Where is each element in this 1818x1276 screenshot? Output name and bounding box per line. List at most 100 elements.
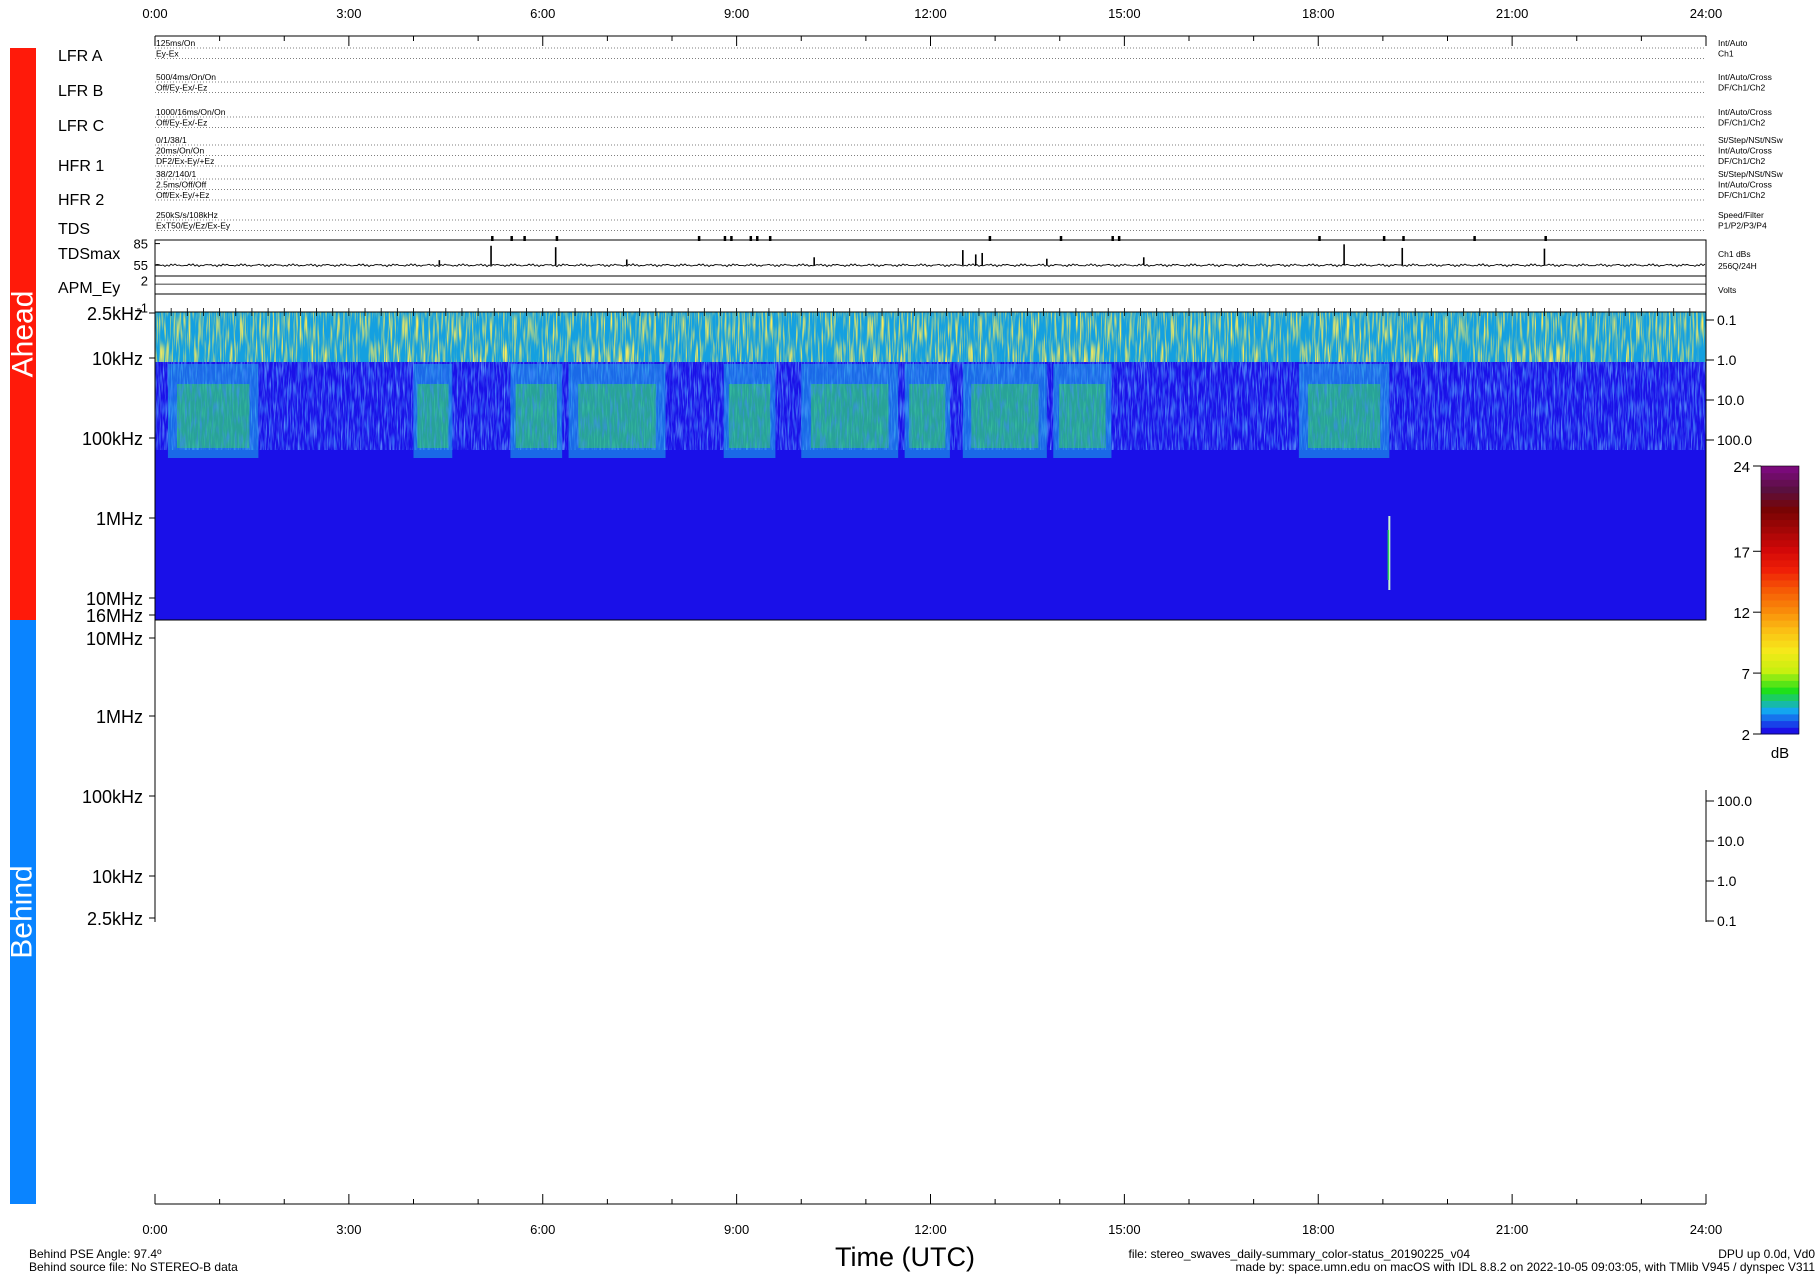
apm-right-text: Volts <box>1718 285 1736 295</box>
colorbar-segment <box>1761 479 1799 487</box>
colorbar-segment <box>1761 566 1799 574</box>
colorbar-segment <box>1761 539 1799 547</box>
tds-event-mark <box>1473 236 1476 241</box>
status-row-name: HFR 1 <box>58 158 104 175</box>
tdsmax-frame <box>154 239 1707 277</box>
ahead-freq-label: 1MHz <box>96 509 143 529</box>
status-right-text: Int/Auto/Cross <box>1718 180 1772 190</box>
tdsmax-baseline-trace <box>154 263 1706 268</box>
ahead-freq-label: 10kHz <box>92 349 143 369</box>
behind-right-label: 100.0 <box>1717 793 1752 809</box>
behind-bar: Behind <box>6 620 39 1204</box>
apm-ytick: 2 <box>141 274 148 289</box>
status-left-text: 20ms/On/On <box>156 146 204 156</box>
tdsmax-ytick: 55 <box>134 258 148 273</box>
time-tick-label: 3:00 <box>336 6 361 21</box>
time-tick-label: 21:00 <box>1496 1222 1529 1237</box>
tdsmax-ytick: 85 <box>134 237 148 252</box>
time-tick-label: 3:00 <box>336 1222 361 1237</box>
time-tick-label: 18:00 <box>1302 1222 1335 1237</box>
behind-right-label: 10.0 <box>1717 833 1744 849</box>
time-tick-label: 18:00 <box>1302 6 1335 21</box>
activity-texture <box>155 362 1706 450</box>
colorbar-segment <box>1761 713 1799 722</box>
colorbar-segment <box>1761 472 1799 480</box>
status-row-name: LFR A <box>58 48 103 65</box>
time-tick-label: 9:00 <box>724 1222 749 1237</box>
colorbar-segment <box>1761 466 1799 474</box>
behind-freq-label: 10kHz <box>92 867 143 887</box>
colorbar-segment <box>1761 499 1799 507</box>
status-right-text: Int/Auto/Cross <box>1718 72 1772 82</box>
tds-event-mark <box>749 236 753 241</box>
status-left-text: 1000/16ms/On/On <box>156 107 226 117</box>
status-row-name: HFR 2 <box>58 192 104 209</box>
colorbar-segment <box>1761 512 1799 521</box>
ahead-freq-label: 10MHz <box>86 589 143 609</box>
colorbar-segment <box>1761 553 1799 561</box>
time-tick-label: 21:00 <box>1496 6 1529 21</box>
colorbar-segment <box>1761 486 1799 494</box>
colorbar-segment <box>1761 600 1799 608</box>
tds-event-mark <box>1544 236 1547 241</box>
colorbar-segment <box>1761 620 1799 628</box>
time-tick-label: 24:00 <box>1690 6 1723 21</box>
colorbar-unit: dB <box>1771 745 1789 762</box>
ahead-right-label: 100.0 <box>1717 432 1752 448</box>
colorbar-segment <box>1761 492 1799 500</box>
behind-source-file: Behind source file: No STEREO-B data <box>29 1260 238 1274</box>
apm-name: APM_Ey <box>58 280 120 297</box>
ahead-right-label: 0.1 <box>1717 312 1737 328</box>
behind-freq-label: 2.5kHz <box>87 909 143 929</box>
tdsmax-panel: TDSmax 85 55 Ch1 dBs 256Q/24H <box>58 236 1757 277</box>
tds-event-mark <box>697 236 701 241</box>
bottom-time-axis: 0:00 3:00 6:00 9:00 12:00 15:00 18:00 21:00 24:0… <box>142 1194 1722 1237</box>
status-row-name: TDS <box>58 221 90 238</box>
status-right-text: DF/Ch1/Ch2 <box>1718 190 1766 200</box>
colorbar-segment <box>1761 546 1799 554</box>
status-left-text: 2.5ms/Off/Off <box>156 180 207 190</box>
colorbar-segment <box>1761 700 1799 708</box>
colorbar-segment <box>1761 586 1799 594</box>
time-tick-label: 12:00 <box>914 1222 947 1237</box>
status-right-text: St/Step/NSt/NSw <box>1718 135 1784 145</box>
status-left-text: 500/4ms/On/On <box>156 72 216 82</box>
colorbar-segment <box>1761 667 1799 675</box>
colorbar-segment <box>1761 720 1799 728</box>
colorbar: 24 17 12 7 2 dB <box>1733 459 1800 762</box>
colorbar-frame <box>1760 465 1800 735</box>
status-row-name: LFR C <box>58 118 104 135</box>
behind-right-label: 0.1 <box>1717 913 1737 929</box>
colorbar-segment <box>1761 640 1799 648</box>
tds-event-mark <box>1059 236 1063 241</box>
colorbar-tick-label: 7 <box>1742 666 1750 683</box>
apm-ey-panel: APM_Ey 2 -1 Volts <box>58 274 1736 316</box>
time-tick-label: 6:00 <box>530 1222 555 1237</box>
colorbar-segment <box>1761 559 1799 567</box>
behind-freq-label: 10MHz <box>86 629 143 649</box>
colorbar-tick-label: 2 <box>1742 727 1750 744</box>
lfr-band-texture <box>155 312 1706 362</box>
behind-pse-angle: Behind PSE Angle: 97.4º <box>29 1247 162 1261</box>
ahead-freq-label: 16MHz <box>86 606 143 626</box>
status-right-text: Int/Auto <box>1718 38 1748 48</box>
status-right-text: DF/Ch1/Ch2 <box>1718 118 1766 128</box>
tds-event-mark <box>1402 236 1405 241</box>
status-left-text: 38/2/140/1 <box>156 169 196 179</box>
status-left-text: ExT50/Ey/Ez/Ex-Ey <box>156 221 231 231</box>
colorbar-segment <box>1761 626 1799 634</box>
ahead-right-label: 1.0 <box>1717 352 1737 368</box>
tds-event-mark <box>1117 236 1121 241</box>
behind-freq-label: 100kHz <box>82 787 143 807</box>
colorbar-segment <box>1761 526 1799 534</box>
tds-event-mark <box>988 236 992 241</box>
status-right-text: Speed/Filter <box>1718 210 1764 220</box>
status-left-text: 250kS/s/108kHz <box>156 210 218 220</box>
file-name: file: stereo_swaves_daily-summary_color-… <box>1128 1247 1470 1261</box>
colorbar-segment <box>1761 693 1799 701</box>
status-left-text: 125ms/On <box>156 38 195 48</box>
behind-freq-label: 1MHz <box>96 707 143 727</box>
ahead-bar: Ahead <box>6 48 39 620</box>
time-tick-label: 15:00 <box>1108 1222 1141 1237</box>
